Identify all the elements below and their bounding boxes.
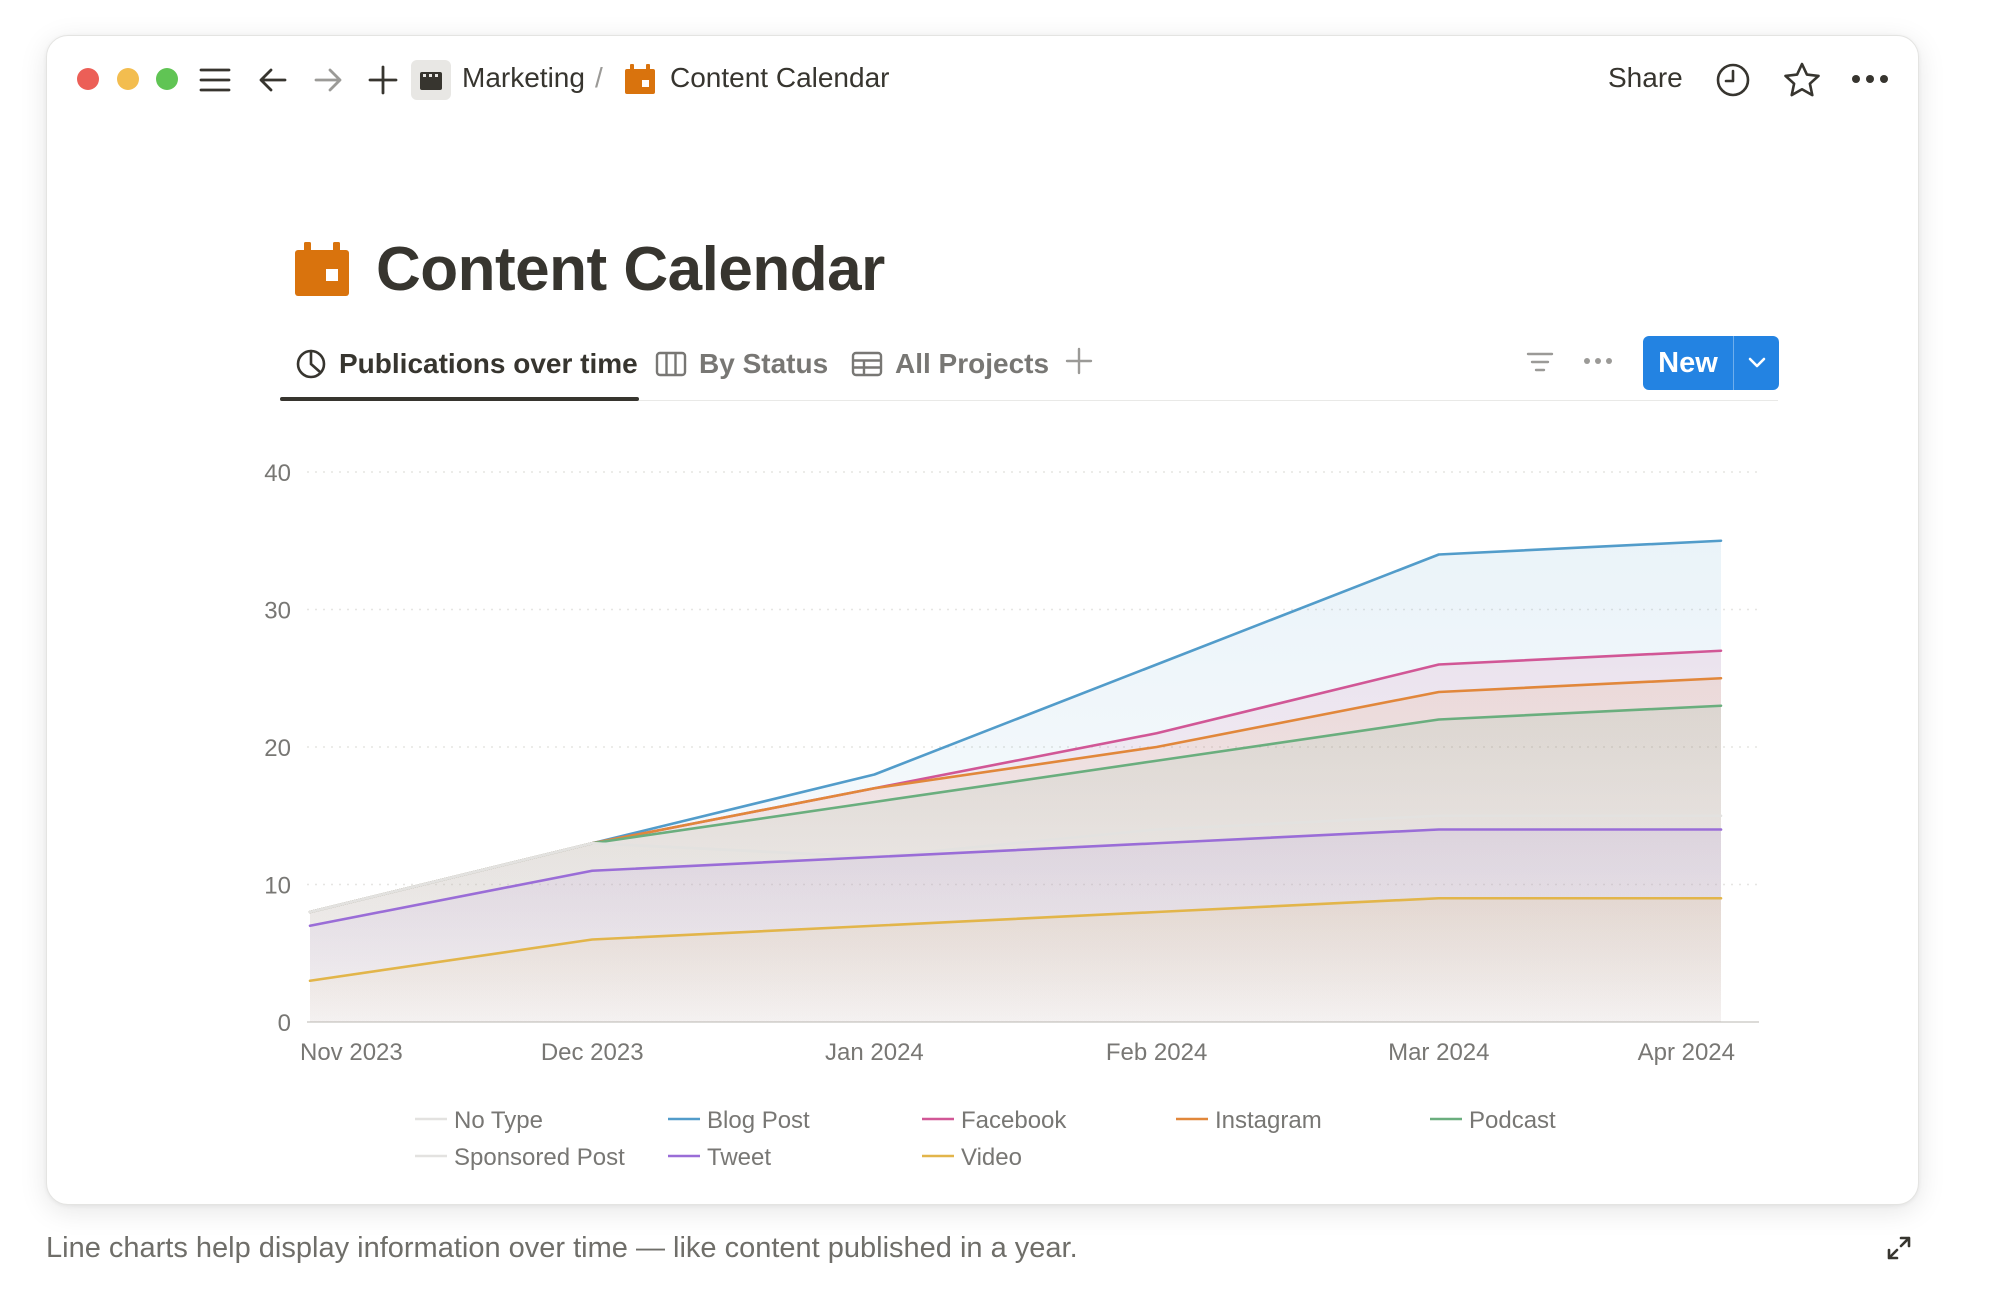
x-tick-label: Apr 2024: [1638, 1039, 1735, 1066]
filter-icon[interactable]: [1526, 350, 1554, 374]
series-area: [310, 898, 1721, 1022]
legend-label: Podcast: [1469, 1107, 1556, 1134]
forward-arrow-icon[interactable]: [312, 64, 344, 96]
legend-label: Video: [961, 1144, 1022, 1171]
x-tick-label: Nov 2023: [300, 1039, 403, 1066]
tab-all-projects[interactable]: All Projects: [851, 344, 1049, 384]
tab-label: By Status: [699, 348, 829, 379]
active-tab-underline: [280, 397, 639, 401]
x-tick-label: Jan 2024: [825, 1039, 924, 1066]
clock-history-icon[interactable]: [1715, 62, 1751, 98]
page-title[interactable]: Content Calendar: [376, 235, 885, 304]
legend-label: Blog Post: [707, 1107, 810, 1134]
calendar-icon: [625, 64, 655, 94]
caption-text: Line charts help display information ove…: [46, 1232, 1078, 1264]
star-icon[interactable]: [1783, 61, 1821, 99]
board-icon: [655, 351, 687, 377]
publications-line-chart: 0 10 20 30 40 Nov 2023 Dec 2023 Jan 2024 Feb 202…: [264, 460, 1759, 1171]
app-window: Marketing / Content Calendar Share Conte…: [46, 35, 1919, 1205]
more-options-icon[interactable]: [1850, 72, 1890, 86]
close-window-button[interactable]: [77, 68, 99, 90]
new-page-plus-icon[interactable]: [367, 64, 399, 96]
new-button-divider: [1733, 336, 1734, 390]
tabs-divider: [280, 400, 1778, 401]
chevron-down-icon: [1748, 357, 1765, 368]
breadcrumb-content-calendar[interactable]: Content Calendar: [670, 62, 890, 93]
table-icon: [851, 351, 883, 377]
legend-label: Instagram: [1215, 1107, 1322, 1134]
tab-label: Publications over time: [339, 348, 638, 379]
new-button[interactable]: New: [1658, 346, 1718, 379]
series-line: [308, 896, 1723, 983]
tab-label: All Projects: [895, 348, 1050, 379]
new-button-group: New: [1643, 336, 1779, 390]
series-line: [308, 828, 1723, 928]
legend-label: Sponsored Post: [454, 1144, 625, 1171]
chart-clock-icon: [296, 349, 326, 379]
tab-publications-over-time[interactable]: Publications over time: [295, 344, 638, 384]
breadcrumb-marketing[interactable]: Marketing: [462, 62, 585, 93]
share-button[interactable]: Share: [1608, 62, 1683, 93]
expand-icon[interactable]: [1886, 1235, 1912, 1261]
y-tick-label: 0: [278, 1010, 291, 1037]
minimize-window-button[interactable]: [117, 68, 139, 90]
x-tick-label: Feb 2024: [1106, 1039, 1207, 1066]
add-view-plus-icon[interactable]: [1065, 347, 1093, 375]
sidebar-menu-icon[interactable]: [199, 64, 231, 96]
tab-by-status[interactable]: By Status: [655, 344, 828, 384]
new-dropdown-button[interactable]: [1734, 336, 1779, 390]
back-arrow-icon[interactable]: [257, 64, 289, 96]
legend-label: Facebook: [961, 1107, 1067, 1134]
y-tick-label: 20: [264, 735, 291, 762]
view-options-icon[interactable]: [1583, 356, 1613, 366]
legend-label: No Type: [454, 1107, 543, 1134]
x-tick-label: Mar 2024: [1388, 1039, 1489, 1066]
breadcrumb-separator: /: [595, 62, 603, 93]
y-tick-label: 10: [264, 873, 291, 900]
x-tick-label: Dec 2023: [541, 1039, 644, 1066]
marketing-page-icon[interactable]: [411, 60, 451, 100]
y-tick-label: 30: [264, 598, 291, 625]
y-tick-label: 40: [264, 460, 291, 487]
page-calendar-icon[interactable]: [294, 241, 350, 297]
legend-label: Tweet: [707, 1144, 771, 1171]
maximize-window-button[interactable]: [156, 68, 178, 90]
